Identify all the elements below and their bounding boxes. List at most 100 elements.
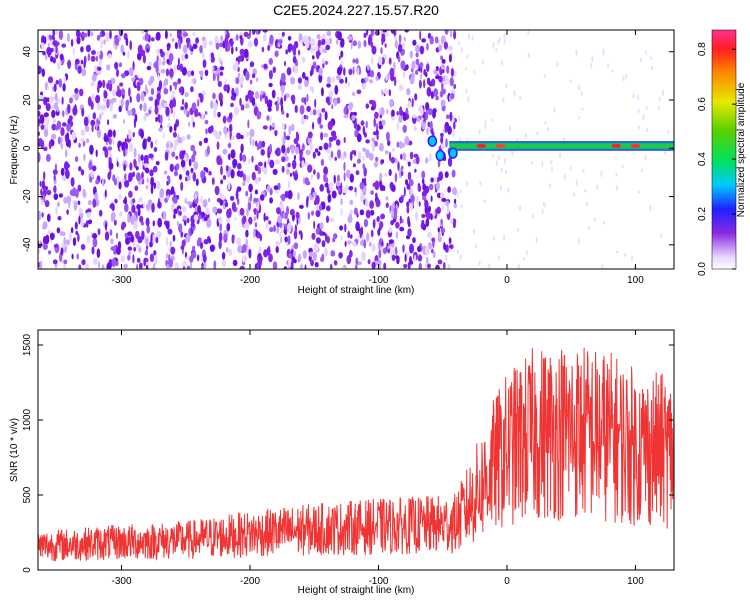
noise-blob xyxy=(266,185,271,192)
noise-blob xyxy=(491,118,494,122)
noise-blob xyxy=(415,58,420,66)
noise-blob xyxy=(427,231,432,239)
noise-blob xyxy=(406,206,410,214)
noise-blob xyxy=(498,36,501,43)
noise-blob xyxy=(186,265,190,269)
noise-blob xyxy=(175,155,179,160)
noise-blob xyxy=(84,263,90,269)
noise-blob xyxy=(305,149,311,156)
noise-blob xyxy=(412,237,416,244)
noise-blob xyxy=(410,152,413,158)
noise-blob xyxy=(328,37,332,45)
noise-blob xyxy=(158,58,162,66)
noise-blob xyxy=(211,177,215,185)
noise-blob xyxy=(46,46,51,56)
noise-blob xyxy=(256,143,260,151)
noise-blob xyxy=(75,30,81,38)
noise-blob xyxy=(388,89,391,97)
noise-blob xyxy=(349,173,354,183)
noise-blob xyxy=(311,47,317,52)
noise-blob xyxy=(191,78,194,84)
noise-blob xyxy=(177,133,180,143)
noise-blob xyxy=(311,86,315,94)
noise-blob xyxy=(446,65,450,74)
noise-blob xyxy=(369,200,374,209)
noise-blob xyxy=(403,186,406,197)
noise-blob xyxy=(186,134,191,140)
noise-blob xyxy=(273,185,279,191)
noise-blob xyxy=(186,38,189,49)
noise-blob xyxy=(263,63,268,70)
noise-blob xyxy=(423,68,427,76)
noise-blob xyxy=(227,181,231,191)
noise-blob xyxy=(301,56,306,63)
noise-blob xyxy=(417,254,423,262)
noise-blob xyxy=(67,59,71,69)
noise-blob xyxy=(440,192,445,199)
noise-blob xyxy=(203,216,208,222)
noise-blob xyxy=(205,207,210,215)
noise-blob xyxy=(142,54,147,64)
noise-blob xyxy=(229,123,233,133)
noise-blob xyxy=(249,79,253,85)
noise-blob xyxy=(150,184,154,195)
noise-blob xyxy=(80,169,85,176)
colorbar-label: Normalized spectral amplitude xyxy=(736,82,747,217)
noise-blob xyxy=(245,190,249,197)
noise-blob xyxy=(421,213,426,219)
noise-blob xyxy=(400,153,403,160)
noise-blob xyxy=(646,127,649,133)
noise-blob xyxy=(274,50,279,58)
y-tick-label: 0 xyxy=(22,145,33,151)
noise-blob xyxy=(336,74,341,80)
noise-blob xyxy=(38,152,41,162)
noise-blob xyxy=(55,79,59,85)
noise-blob xyxy=(191,115,194,124)
noise-blob xyxy=(304,76,309,81)
noise-blob xyxy=(96,66,102,71)
noise-blob xyxy=(402,244,405,253)
noise-blob xyxy=(193,214,199,222)
x-tick-label: -100 xyxy=(368,576,388,587)
noise-blob xyxy=(370,106,375,111)
noise-blob xyxy=(431,237,435,242)
noise-blob xyxy=(173,208,178,215)
noise-blob xyxy=(152,234,156,245)
noise-blob xyxy=(290,77,296,85)
noise-blob xyxy=(312,109,317,116)
noise-blob xyxy=(426,127,429,135)
noise-blob xyxy=(310,38,316,47)
noise-blob xyxy=(425,110,429,121)
noise-blob xyxy=(292,258,297,264)
noise-blob xyxy=(78,142,81,148)
noise-blob xyxy=(391,116,396,121)
noise-blob xyxy=(450,67,454,77)
noise-blob xyxy=(306,93,309,103)
noise-blob xyxy=(600,170,603,178)
noise-blob xyxy=(81,259,86,266)
noise-blob xyxy=(220,165,223,176)
noise-blob xyxy=(661,89,664,96)
noise-blob xyxy=(323,132,329,138)
noise-blob xyxy=(65,139,70,147)
noise-blob xyxy=(154,106,159,115)
noise-blob xyxy=(138,197,143,203)
noise-blob xyxy=(378,249,382,259)
noise-blob xyxy=(167,228,173,235)
noise-blob xyxy=(172,234,176,242)
noise-blob xyxy=(77,200,81,205)
noise-blob xyxy=(338,55,341,60)
noise-blob xyxy=(380,247,384,252)
noise-blob xyxy=(449,30,453,38)
noise-blob xyxy=(615,184,618,191)
noise-blob xyxy=(223,126,228,135)
noise-blob xyxy=(104,231,110,241)
noise-blob xyxy=(373,161,378,168)
noise-blob xyxy=(129,96,132,103)
noise-blob xyxy=(127,254,131,261)
noise-blob xyxy=(279,231,282,238)
noise-blob xyxy=(38,131,41,137)
noise-blob xyxy=(399,106,403,115)
